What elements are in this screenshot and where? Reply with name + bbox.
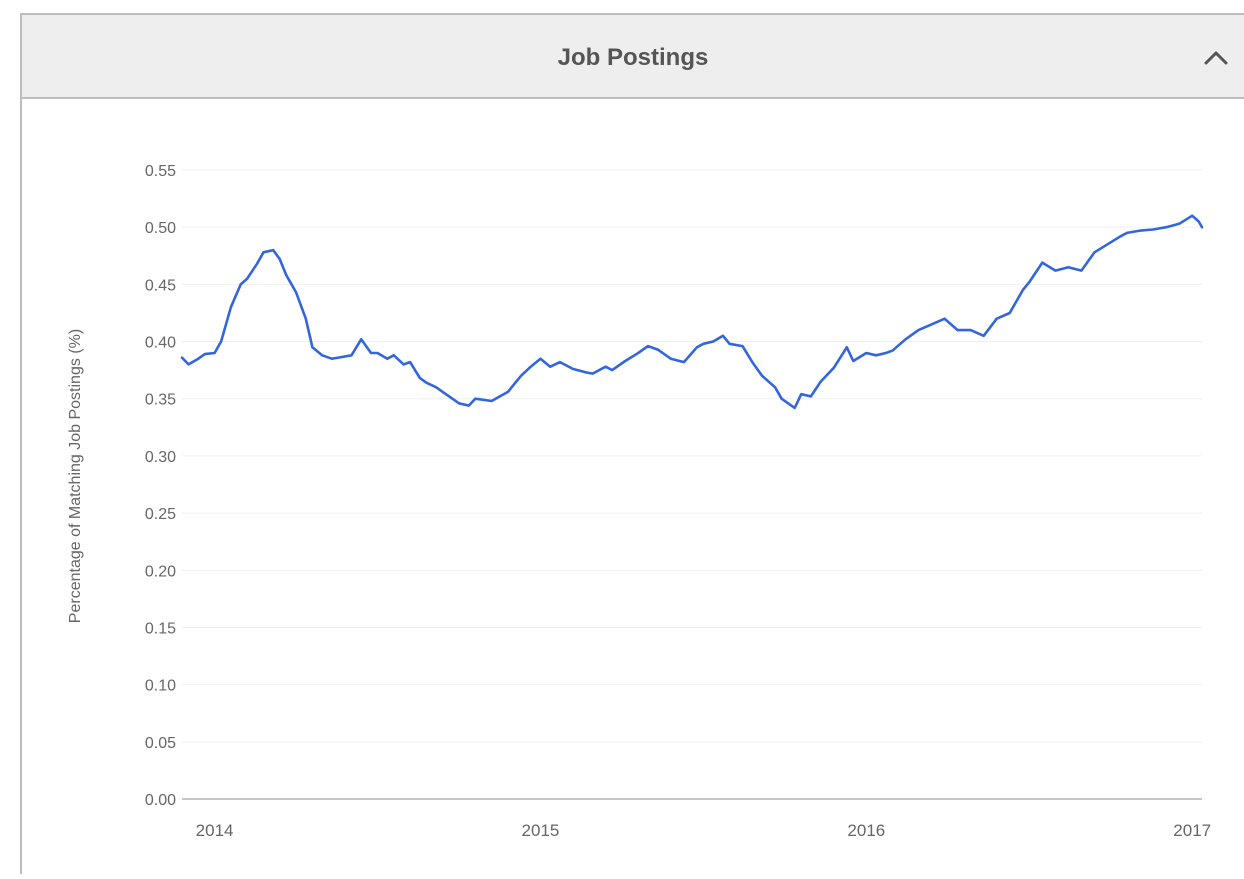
x-tick-label: 2016 — [847, 821, 885, 840]
series-line — [180, 214, 1204, 410]
gridlines — [182, 169, 1202, 743]
y-tick-label: 0.15 — [145, 620, 176, 637]
y-tick-label: 0.35 — [145, 392, 176, 409]
y-tick-label: 0.30 — [145, 449, 176, 466]
x-tick-label: 2015 — [522, 821, 560, 840]
collapse-button[interactable] — [1196, 37, 1236, 77]
y-tick-label: 0.10 — [145, 678, 176, 695]
chevron-up-icon — [1204, 51, 1228, 65]
y-tick-label: 0.45 — [145, 277, 176, 294]
job-postings-panel: Job Postings — [20, 13, 1244, 874]
y-tick-label: 0.55 — [145, 163, 176, 180]
y-tick-label: 0.40 — [145, 335, 176, 352]
x-tick-label: 2017 — [1173, 821, 1211, 840]
x-axis-ticks: 2014 2015 2016 2017 — [196, 821, 1211, 840]
y-tick-label: 0.20 — [145, 563, 176, 580]
y-tick-label: 0.50 — [145, 220, 176, 237]
y-tick-label: 0.25 — [145, 506, 176, 523]
panel-title: Job Postings — [557, 44, 709, 71]
panel-header[interactable]: Job Postings — [22, 15, 1244, 99]
y-axis-ticks: 0.00 0.05 0.10 0.15 0.20 0.25 0.30 0.35 0.40 0.45… — [145, 163, 176, 809]
y-axis-label: Percentage of Matching Job Postings (%) — [67, 329, 84, 623]
y-tick-label: 0.05 — [145, 735, 176, 752]
y-tick-label: 0.00 — [145, 792, 176, 809]
x-tick-label: 2014 — [196, 821, 234, 840]
